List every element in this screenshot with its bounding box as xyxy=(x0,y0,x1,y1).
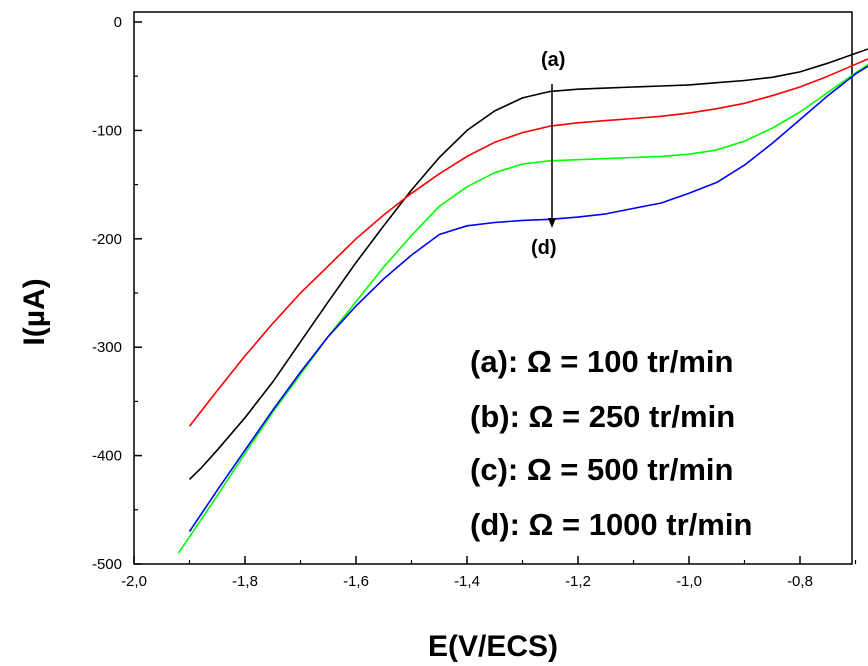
legend: (a): Ω = 100 tr/min (b): Ω = 250 tr/min … xyxy=(470,344,752,542)
y-axis-title: I(µA) xyxy=(18,278,51,345)
legend-entry-b: (b): Ω = 250 tr/min xyxy=(470,399,735,434)
legend-entry-d: (d): Ω = 1000 tr/min xyxy=(470,507,752,542)
x-tick-label: -1,8 xyxy=(232,573,258,590)
annotation-a: (a) xyxy=(541,49,565,71)
legend-entry-a: (a): Ω = 100 tr/min xyxy=(470,344,733,379)
y-tick-label: -500 xyxy=(92,556,122,573)
y-tick-label: -100 xyxy=(92,122,122,139)
x-axis-ticks: -2,0-1,8-1,6-1,4-1,2-1,0-0,8-0,6-0,4 xyxy=(121,556,868,590)
legend-entry-c: (c): Ω = 500 tr/min xyxy=(470,452,733,487)
annotation-d: (d) xyxy=(531,237,557,259)
x-tick-label: -2,0 xyxy=(121,573,147,590)
x-tick-label: -1,6 xyxy=(343,573,369,590)
x-tick-label: -0,8 xyxy=(787,573,813,590)
x-tick-label: -1,0 xyxy=(676,573,702,590)
y-tick-label: 0 xyxy=(114,14,122,31)
y-tick-label: -200 xyxy=(92,231,122,248)
y-tick-label: -400 xyxy=(92,448,122,465)
x-tick-label: -1,4 xyxy=(454,573,480,590)
y-tick-label: -300 xyxy=(92,339,122,356)
x-axis-title: E(V/ECS) xyxy=(428,630,558,663)
x-tick-label: -1,2 xyxy=(565,573,591,590)
annotation-arrowhead xyxy=(548,218,556,228)
